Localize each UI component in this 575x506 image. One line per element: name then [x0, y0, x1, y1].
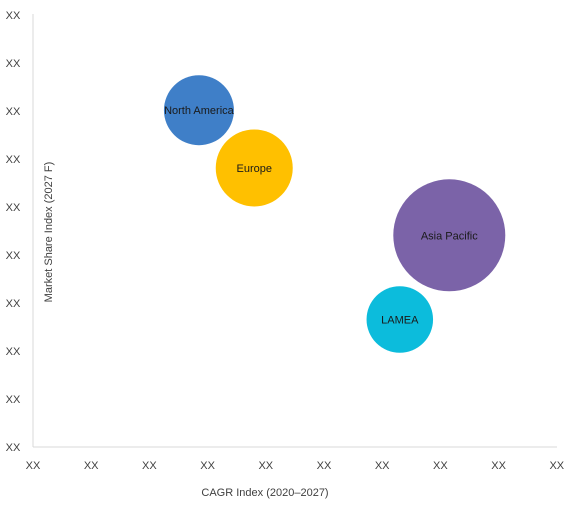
y-tick-label: XX [6, 250, 21, 262]
bubble-label: LAMEA [381, 315, 419, 327]
x-tick-label: XX [142, 460, 157, 472]
y-tick-label: XX [6, 346, 21, 358]
bubble-mark [163, 75, 234, 146]
bubble-lamea: LAMEA [366, 286, 434, 353]
y-axis-title: Market Share Index (2027 F) [43, 162, 55, 303]
bubble-north-america: North America [163, 75, 235, 146]
bubble-mark [393, 179, 506, 292]
bubble-asia-pacific: Asia Pacific [393, 179, 506, 292]
y-tick-label: XX [6, 202, 21, 214]
bubbles: North America Europe Asia Pacific LAMEA [163, 75, 506, 353]
bubble-label: North America [164, 105, 235, 117]
bubble-europe: Europe [215, 129, 293, 207]
axes [32, 14, 557, 448]
x-tick-label: XX [549, 460, 564, 472]
bubble-label: Europe [237, 163, 272, 175]
x-tick-label: XX [200, 460, 215, 472]
y-axis-ticks: XX XX XX XX XX XX XX XX XX XX [6, 10, 21, 454]
y-tick-label: XX [6, 394, 21, 406]
x-tick-label: XX [375, 460, 390, 472]
x-tick-label: XX [84, 460, 99, 472]
y-tick-label: XX [6, 10, 21, 22]
x-tick-label: XX [491, 460, 506, 472]
y-tick-label: XX [6, 154, 21, 166]
y-tick-label: XX [6, 298, 21, 310]
y-tick-label: XX [6, 58, 21, 70]
y-tick-label: XX [6, 442, 21, 454]
y-tick-label: XX [6, 106, 21, 118]
x-tick-label: XX [26, 460, 41, 472]
bubble-label: Asia Pacific [421, 230, 478, 242]
bubble-mark [215, 129, 293, 207]
x-tick-label: XX [258, 460, 273, 472]
x-tick-label: XX [317, 460, 332, 472]
bubble-mark [366, 286, 434, 353]
x-tick-label: XX [433, 460, 448, 472]
x-axis-title: CAGR Index (2020–2027) [201, 487, 328, 499]
x-axis-ticks: XX XX XX XX XX XX XX XX XX XX [26, 460, 565, 472]
